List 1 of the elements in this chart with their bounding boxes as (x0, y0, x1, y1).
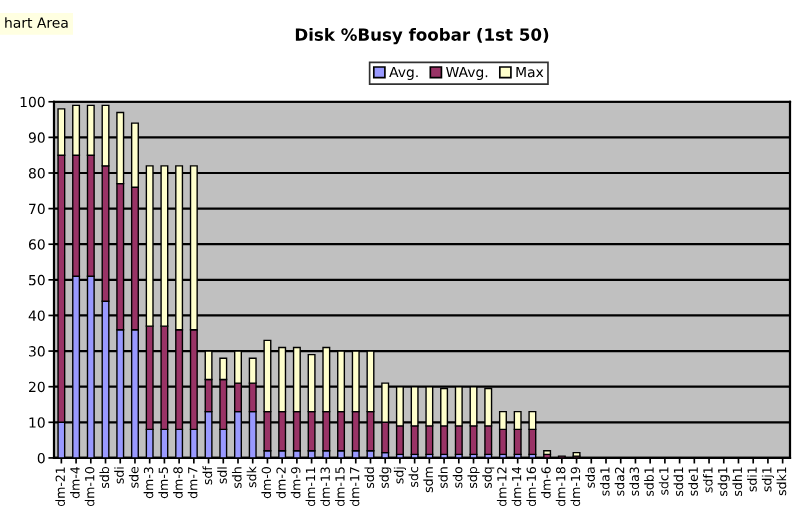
chart-title: Disk %Busy foobar (1st 50) (295, 27, 549, 45)
